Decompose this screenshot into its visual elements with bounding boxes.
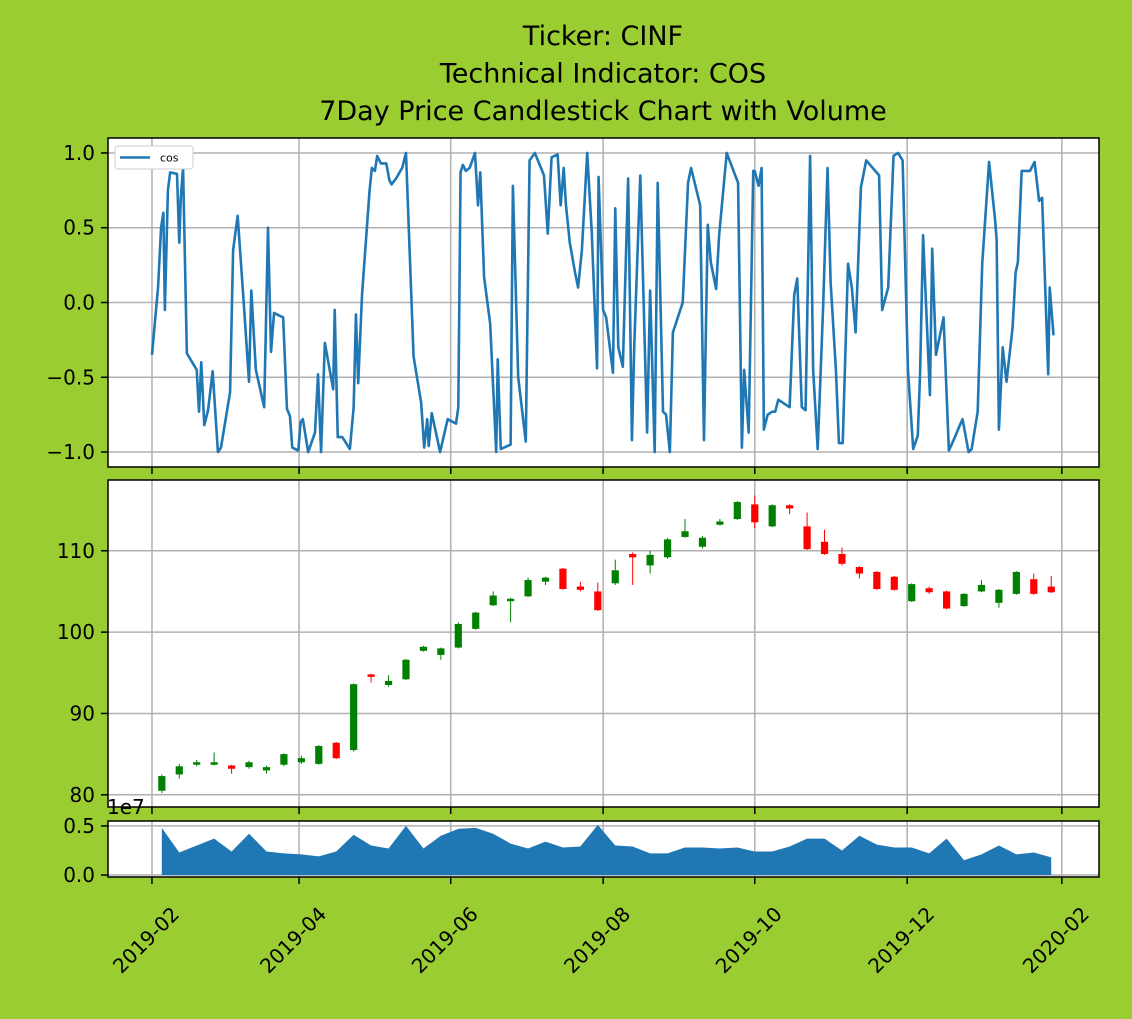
- candle-body: [541, 577, 550, 582]
- y-tick-label: −0.5: [46, 365, 95, 389]
- y-tick-label: 0.0: [63, 291, 95, 315]
- x-tick-label: 2019-04: [255, 902, 331, 978]
- plot-frame: [107, 479, 1100, 808]
- candle-body: [210, 762, 218, 765]
- candle-body: [838, 554, 846, 564]
- candle-body: [576, 586, 584, 590]
- candle-body: [873, 571, 881, 589]
- candle-body: [175, 766, 183, 775]
- legend-label: cos: [160, 152, 179, 165]
- candle-body: [454, 623, 462, 648]
- panel: Ticker: CINF Technical Indicator: COS 7Day…: [46, 21, 1100, 474]
- candle-body: [315, 745, 323, 764]
- candle-body: [803, 526, 811, 550]
- y-tick-label: 110: [57, 539, 95, 563]
- candle-body: [716, 521, 724, 525]
- candle-body: [1047, 586, 1055, 593]
- candle-body: [419, 646, 428, 651]
- y-tick-label: 0.5: [63, 814, 95, 838]
- plot-frame: [107, 137, 1100, 468]
- y-tick-label: 100: [57, 620, 95, 644]
- candle-body: [855, 567, 864, 574]
- candle-body: [245, 762, 253, 768]
- chart-title: 7Day Price Candlestick Chart with Volume: [319, 96, 887, 127]
- axis-offset-label: 1e7: [107, 795, 145, 819]
- candle-body: [507, 598, 515, 602]
- candle-body: [942, 591, 951, 609]
- candle-body: [262, 767, 271, 771]
- x-tick-label: 2019-12: [863, 902, 939, 978]
- volume-area: [161, 824, 1052, 876]
- candle-body: [646, 554, 654, 566]
- x-tick-label: 2019-02: [108, 902, 184, 978]
- candle-body: [437, 648, 445, 655]
- plot-frame: [107, 820, 1100, 878]
- candle-body: [681, 531, 689, 537]
- candle-body: [663, 539, 672, 558]
- candle-body: [559, 568, 567, 589]
- candle-body: [384, 680, 393, 685]
- candle-body: [786, 505, 794, 509]
- chart-title: Technical Indicator: COS: [439, 59, 766, 90]
- candle-body: [297, 758, 305, 763]
- candle-body: [594, 591, 602, 611]
- y-tick-label: 1.0: [63, 141, 95, 165]
- candle-body: [472, 612, 480, 629]
- line-series: [150, 151, 1055, 454]
- candle-body: [193, 762, 201, 765]
- candle-body: [977, 584, 986, 592]
- panel: 80 90 100 110: [57, 479, 1100, 814]
- x-tick-label: 2019-06: [407, 902, 483, 978]
- candle-body: [158, 776, 166, 791]
- candle-body: [908, 584, 916, 602]
- candle-body: [402, 659, 410, 680]
- candle-body: [524, 580, 532, 597]
- y-tick-label: −1.0: [46, 440, 95, 464]
- candle-body: [820, 541, 829, 555]
- y-tick-label: 0.0: [63, 863, 95, 887]
- candle-body: [1030, 579, 1038, 594]
- candle-body: [1012, 571, 1020, 594]
- candle-body: [350, 684, 358, 751]
- panel: 0.0 0.5 2019-02 2019-04 2019-06 2019-08 2019-1…: [63, 795, 1100, 978]
- candle-body: [280, 754, 288, 765]
- candle-body: [611, 570, 619, 584]
- candle-body: [768, 505, 776, 527]
- candle-body: [733, 501, 741, 520]
- candle-body: [960, 593, 968, 607]
- candle-body: [925, 588, 933, 593]
- y-tick-label: 80: [70, 783, 95, 807]
- candle-body: [629, 554, 637, 558]
- legend: cos: [114, 145, 194, 170]
- y-tick-label: 0.5: [63, 216, 95, 240]
- y-tick-label: 90: [70, 701, 95, 725]
- candle-body: [489, 595, 497, 606]
- legend-box: [114, 145, 194, 170]
- chart-title: Ticker: CINF: [522, 21, 683, 52]
- candle-body: [227, 765, 236, 769]
- candle-body: [890, 576, 898, 590]
- candle-body: [332, 742, 340, 759]
- candle-body: [367, 674, 375, 677]
- candle-body: [751, 504, 759, 523]
- candle-body: [995, 589, 1003, 603]
- x-tick-label: 2019-08: [559, 902, 635, 978]
- candle-body: [698, 537, 707, 547]
- x-tick-label: 2019-10: [711, 902, 787, 978]
- x-tick-label: 2020-02: [1018, 902, 1094, 978]
